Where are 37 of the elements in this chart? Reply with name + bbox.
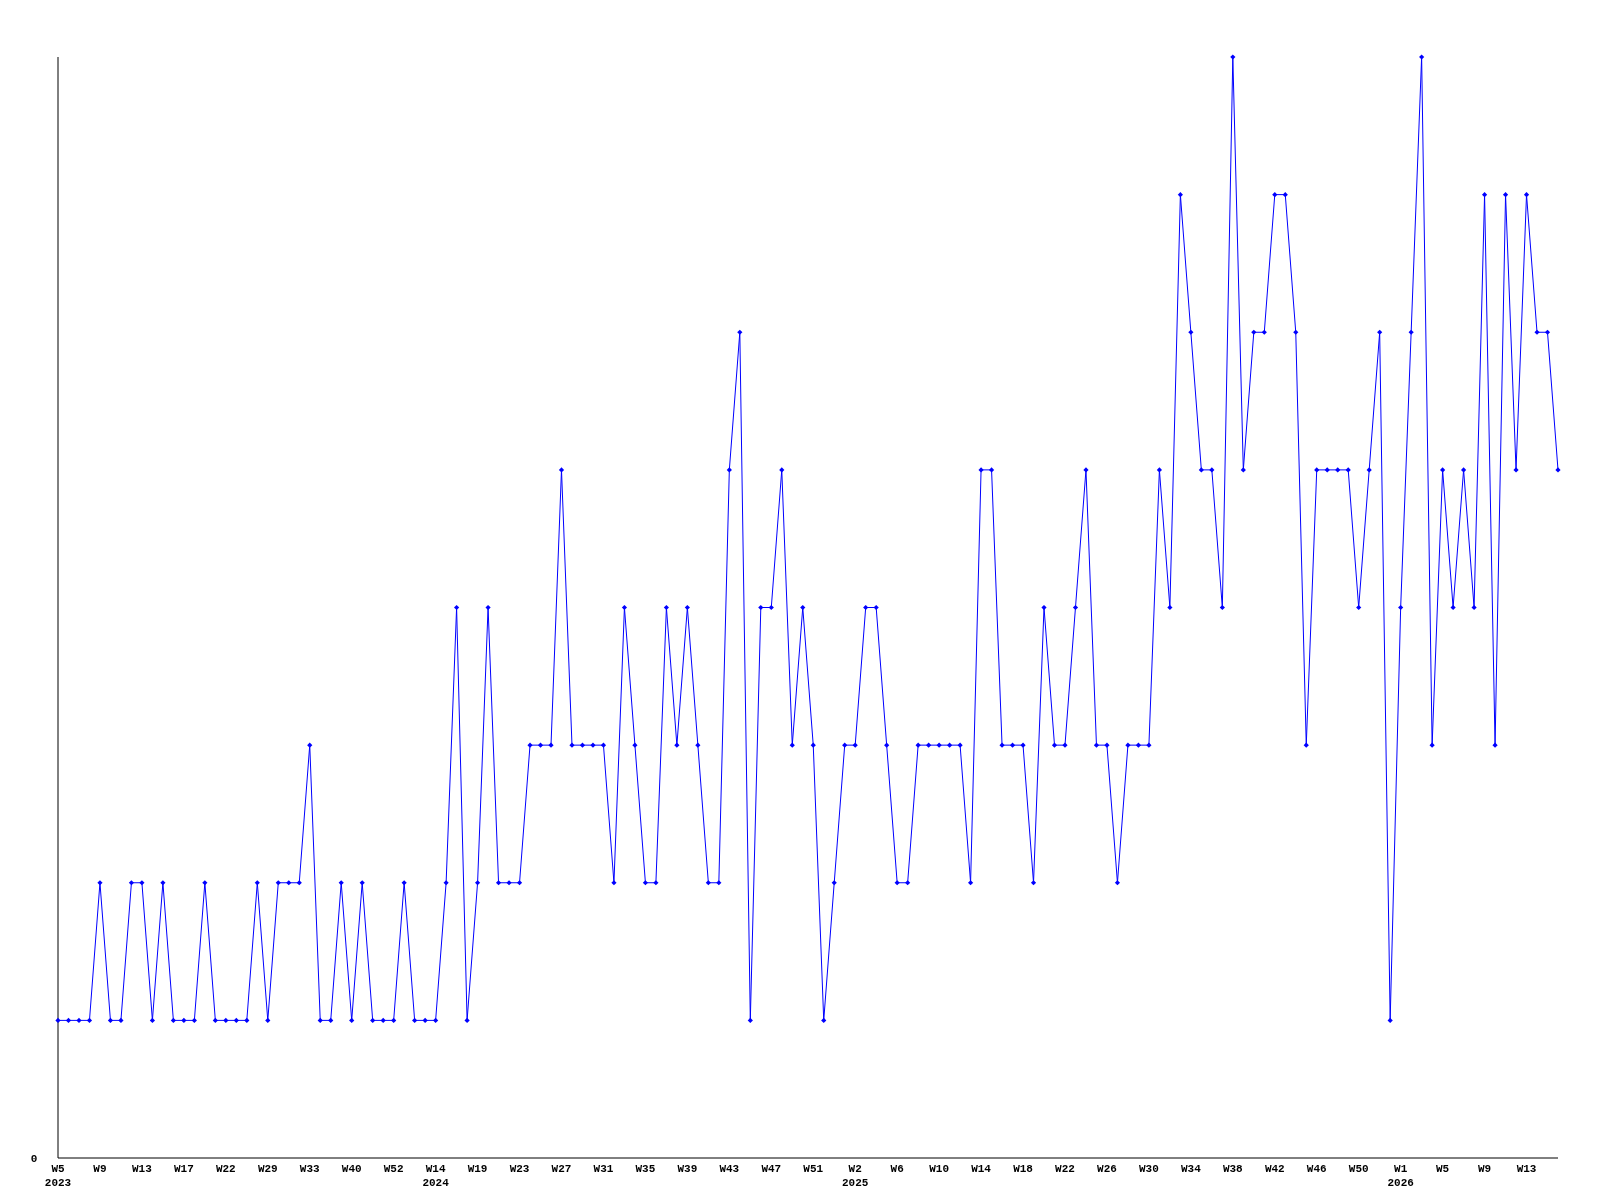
- x-tick-label: W13: [1516, 1163, 1537, 1175]
- x-tick-label: W43: [719, 1163, 740, 1175]
- x-tick-label: W29: [257, 1163, 278, 1175]
- x-tick-label: W30: [1139, 1163, 1159, 1175]
- x-tick-label: W38: [1222, 1163, 1244, 1175]
- x-tick-label: W19: [467, 1163, 488, 1175]
- x-tick-label: W9: [1477, 1163, 1492, 1175]
- x-tick-label: W34: [1180, 1163, 1202, 1175]
- x-tick-label: W2 2025: [842, 1163, 869, 1189]
- x-tick-label: W39: [677, 1163, 698, 1175]
- x-tick-label: W42: [1264, 1163, 1285, 1175]
- x-tick-label: W51: [803, 1163, 824, 1175]
- x-tick-label: W18: [1013, 1163, 1034, 1175]
- x-tick-label: W14 2024: [422, 1163, 450, 1189]
- x-tick-label: W22: [1055, 1163, 1075, 1175]
- x-tick-label: W52: [383, 1163, 404, 1175]
- x-tick-label: W31: [593, 1163, 614, 1175]
- x-tick-label: W26: [1097, 1163, 1117, 1175]
- x-tick-label: W1 2026: [1387, 1163, 1414, 1189]
- x-tick-label: W46: [1306, 1163, 1327, 1175]
- x-tick-label: W40: [341, 1163, 362, 1175]
- x-tick-label: W27: [551, 1163, 572, 1175]
- x-tick-label: W13: [132, 1163, 153, 1175]
- x-tick-label: W33: [299, 1163, 321, 1175]
- x-tick-label: W50: [1348, 1163, 1369, 1175]
- x-tick-label: W10: [929, 1163, 950, 1175]
- x-tick-label: W35: [635, 1163, 656, 1175]
- x-tick-label: W5: [1436, 1163, 1450, 1175]
- x-tick-label: W22: [215, 1163, 236, 1175]
- x-tick-label: W17: [173, 1163, 194, 1175]
- x-tick-label: W5 2023: [44, 1163, 72, 1189]
- x-tick-label: W47: [761, 1163, 782, 1175]
- text: 0: [30, 1153, 38, 1165]
- x-tick-label: W9: [93, 1163, 107, 1175]
- x-tick-label: W14: [971, 1163, 992, 1175]
- x-tick-label: W23: [509, 1163, 530, 1175]
- x-tick-label: W6: [890, 1163, 904, 1175]
